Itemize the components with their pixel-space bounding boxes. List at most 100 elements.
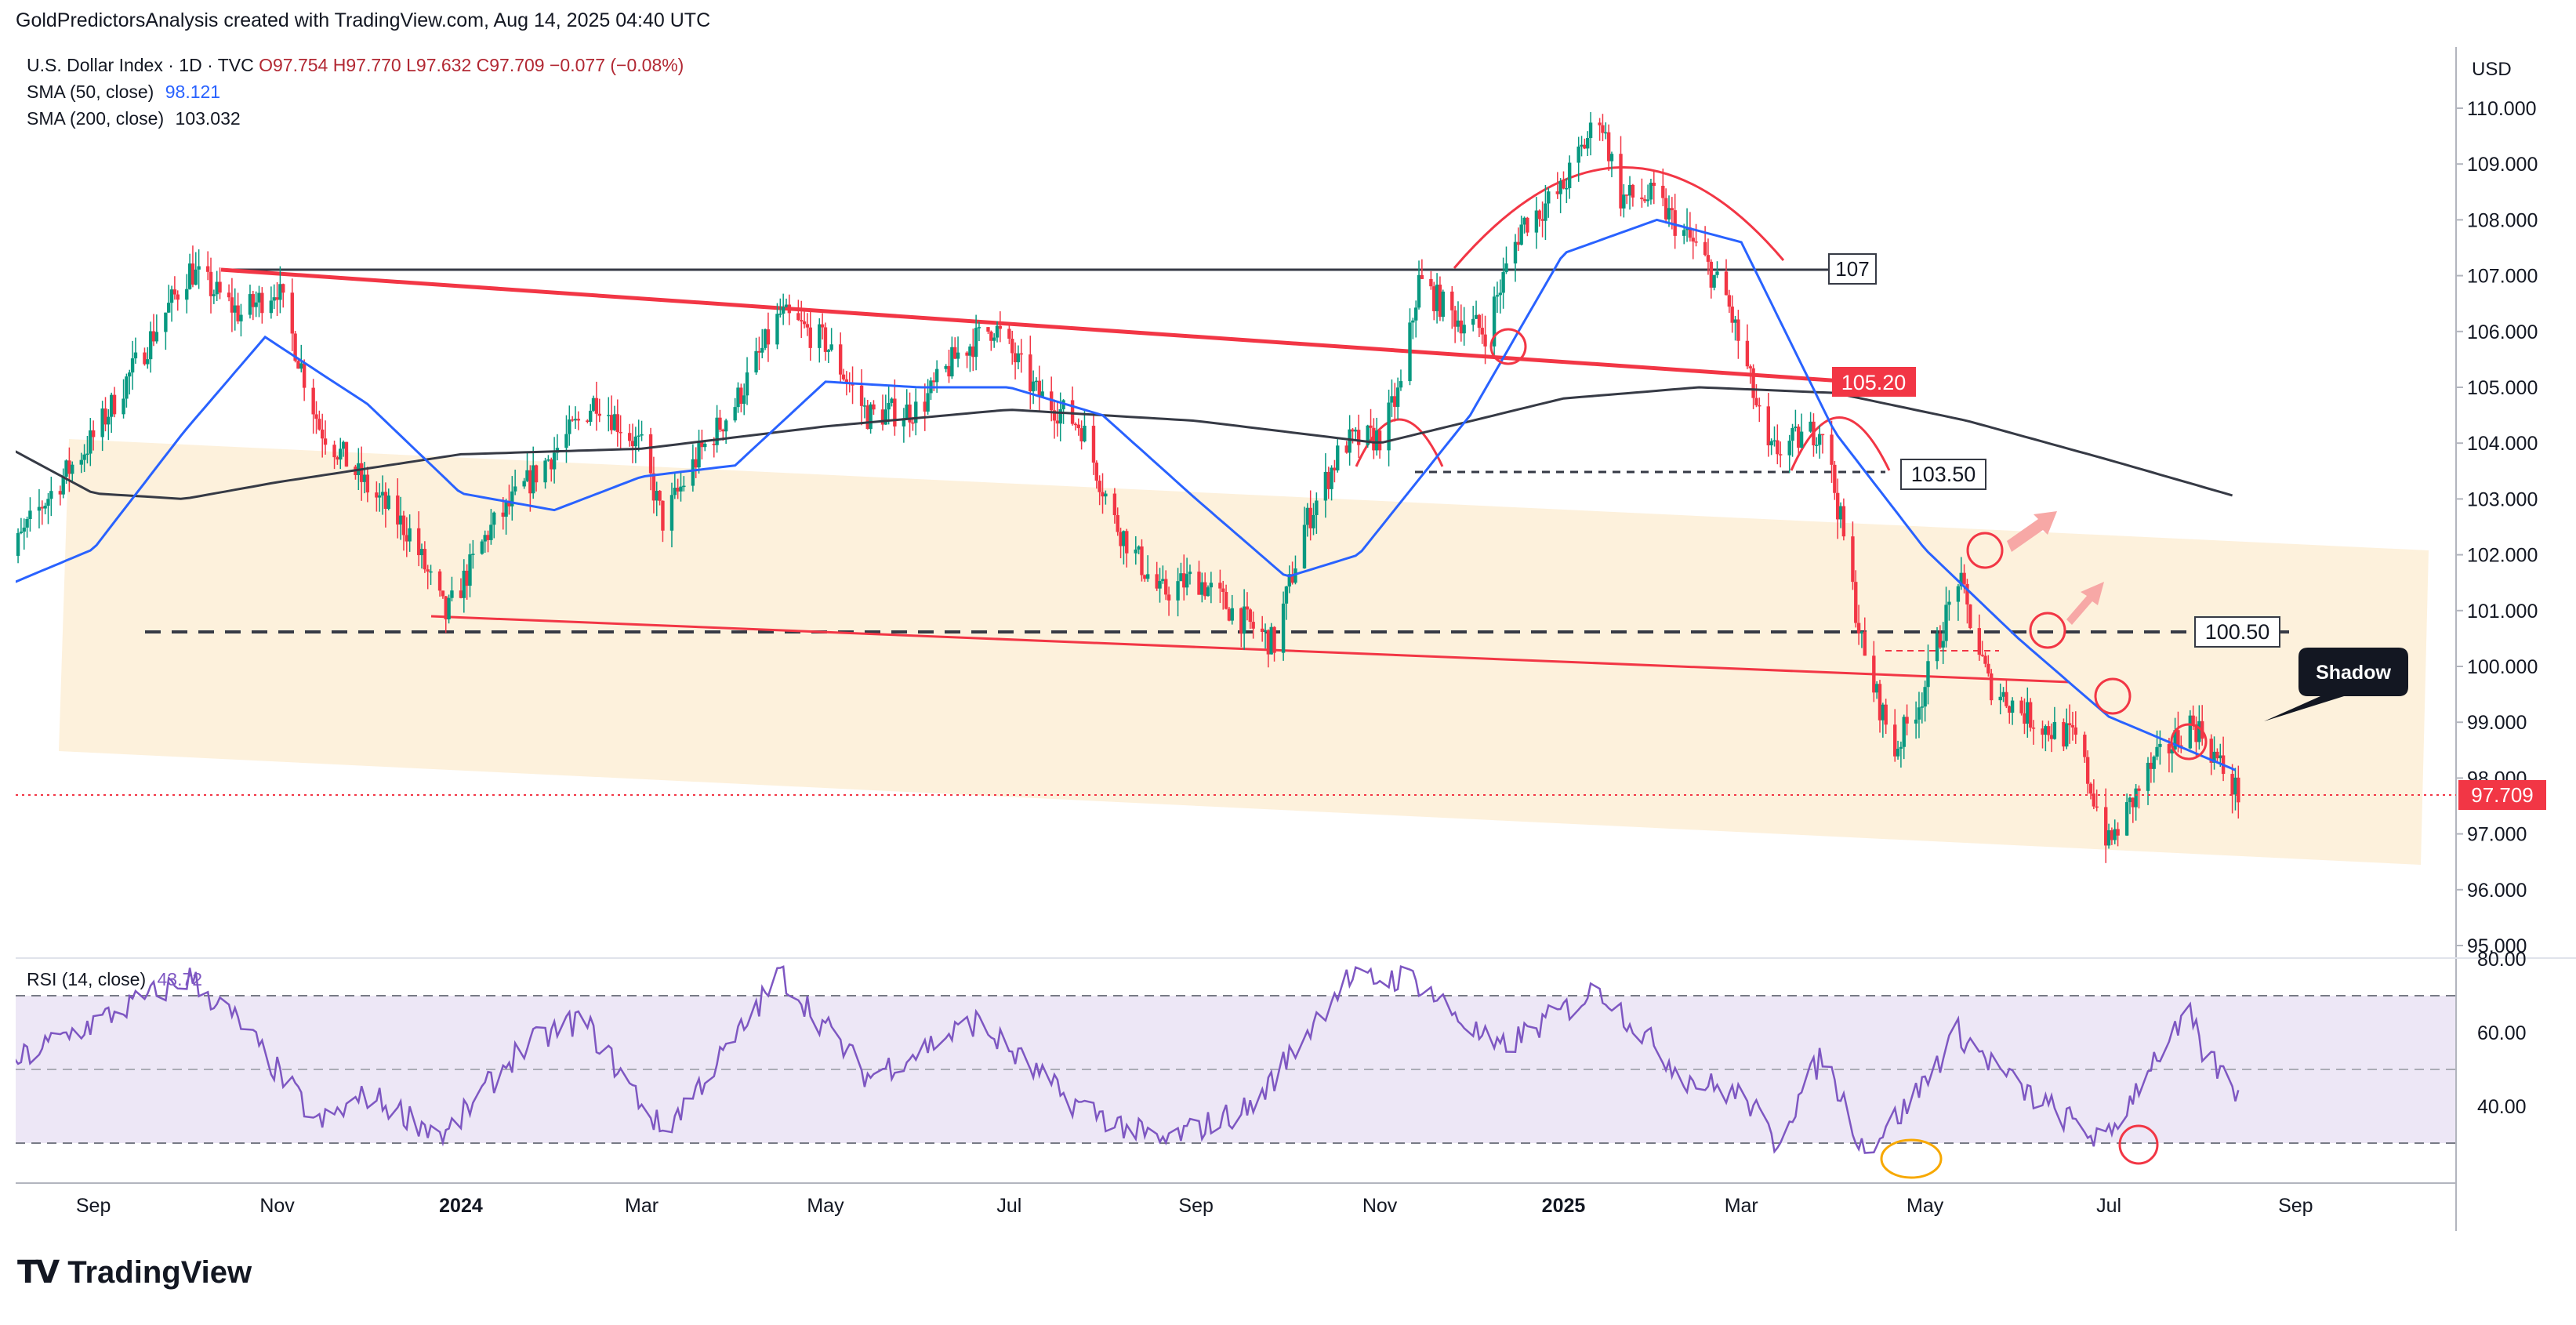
candle-body <box>862 405 867 407</box>
candle-body <box>736 387 740 408</box>
candle-body <box>1859 631 1864 633</box>
time-axis[interactable]: Sep Nov 2024 Mar May Jul Sep Nov 2025 Mar May Jul Se… <box>76 1195 2313 1217</box>
candle-body <box>1661 185 1665 198</box>
level-label-100-50-box <box>2194 616 2280 648</box>
candle-body <box>2047 726 2051 735</box>
candle-body <box>2158 743 2162 747</box>
candle-body <box>1758 405 1761 407</box>
candle-body <box>1239 608 1243 634</box>
candle-body <box>248 294 252 315</box>
price-axis[interactable]: 110.000 109.000 108.000 107.000 106.000 105.0… <box>2456 98 2538 957</box>
candle-body <box>1013 353 1018 363</box>
candle-body <box>426 569 430 572</box>
candle-body <box>2155 746 2159 757</box>
candle-body <box>1537 210 1541 220</box>
candle-body <box>893 398 897 427</box>
candle-body <box>1287 574 1291 587</box>
last-price-badge <box>2458 780 2546 810</box>
rsi-band-fill <box>16 996 2455 1143</box>
candle-body <box>607 415 611 416</box>
candle-body <box>1293 568 1297 583</box>
time-tick-label: Sep <box>2278 1195 2313 1217</box>
rsi-label: RSI (14, close) <box>27 969 147 989</box>
sma200-legend[interactable]: SMA (200, close) 103.032 <box>27 108 241 129</box>
candle-body <box>1778 454 1783 456</box>
price-tick-label: 97.000 <box>2467 824 2527 846</box>
candle-body <box>1450 291 1454 310</box>
candle-body <box>1730 307 1734 323</box>
candle-body <box>416 528 421 556</box>
candle-body <box>375 492 379 498</box>
candle-body <box>1935 633 1939 662</box>
candle-body <box>2134 788 2138 808</box>
candle-body <box>802 321 807 325</box>
candle-body <box>1522 217 1526 225</box>
candle-body <box>501 512 505 517</box>
time-tick-label: Mar <box>625 1195 659 1217</box>
candle-body <box>278 284 282 300</box>
candle-body <box>85 453 89 456</box>
candle-body <box>715 417 719 445</box>
sma50-legend[interactable]: SMA (50, close) 98.121 <box>27 82 220 103</box>
candle-body <box>1498 292 1502 296</box>
candle-body <box>992 337 996 341</box>
candle-body <box>757 350 761 353</box>
candle-body <box>1377 430 1382 451</box>
price-tick-label: 105.000 <box>2467 377 2538 399</box>
candle-body <box>528 470 532 494</box>
tradingview-logo[interactable]: TV TradingView <box>17 1254 252 1291</box>
candle-body <box>573 419 578 421</box>
candle-body <box>1956 586 1961 602</box>
candle-body <box>1441 291 1445 318</box>
candle-body <box>2219 755 2222 759</box>
candle-body <box>1727 295 1732 307</box>
candle-body <box>676 488 680 492</box>
candle-body <box>724 420 728 432</box>
candle-body <box>1010 338 1014 354</box>
candle-body <box>1986 663 1990 673</box>
candle-body <box>1417 274 1421 308</box>
candle-body <box>522 481 526 487</box>
candle-body <box>591 398 596 411</box>
candle-body <box>1079 428 1083 441</box>
close-value: C97.709 <box>476 55 545 75</box>
price-tick-label: 106.000 <box>2467 321 2538 343</box>
candle-body <box>1016 353 1021 363</box>
candle-body <box>1031 381 1036 392</box>
candle-body <box>269 300 274 314</box>
level-label-103-50-box <box>1900 459 1986 490</box>
candle-body <box>465 570 469 586</box>
candle-body <box>543 460 547 483</box>
candle-body <box>239 314 243 321</box>
candle-body <box>633 436 638 447</box>
level-label-107-box <box>1828 253 1877 285</box>
candle-body <box>2049 735 2054 739</box>
candle-body <box>169 289 174 303</box>
candle-body <box>1712 274 1716 288</box>
candle-body <box>2065 723 2069 747</box>
candle-body <box>125 376 129 399</box>
candle-body <box>197 266 201 270</box>
candle-body <box>1076 424 1080 429</box>
candle-body <box>1501 272 1505 293</box>
candle-body <box>1884 704 1888 725</box>
candle-body <box>109 394 114 417</box>
candle-body <box>1122 531 1126 546</box>
rsi-tick-label: 40.00 <box>2477 1096 2527 1118</box>
candle-body <box>429 571 433 573</box>
candle-body <box>462 570 466 598</box>
candle-body <box>1119 532 1123 546</box>
rsi-axis[interactable]: 80.00 60.00 40.00 <box>2477 949 2527 1118</box>
candle-body <box>332 445 336 458</box>
candle-body <box>661 500 665 531</box>
candle-body <box>1007 329 1011 339</box>
rsi-legend[interactable]: RSI (14, close) 43.72 <box>27 969 202 990</box>
candle-body <box>1140 546 1144 575</box>
symbol-name[interactable]: U.S. Dollar Index · 1D · TVC <box>27 55 254 75</box>
candle-body <box>1769 441 1773 446</box>
change-value: −0.077 (−0.08%) <box>550 55 684 75</box>
candle-body <box>589 410 593 422</box>
candle-body <box>1688 227 1693 238</box>
candle-body <box>2230 774 2234 795</box>
